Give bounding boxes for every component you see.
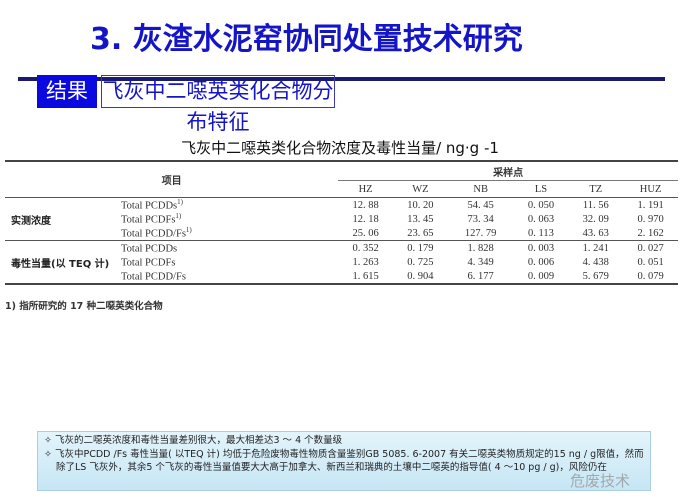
slide-title: 3. 灰渣水泥窑协同处置技术研究	[90, 22, 523, 57]
column-header: HUZ	[639, 183, 662, 195]
column-header: WZ	[412, 183, 429, 195]
header-item: 项目	[5, 161, 339, 198]
row-item: Total PCDD/Fs	[121, 271, 186, 283]
table-row: Total PCDD/Fs 1. 615 0. 904 6. 177 0. 009 5. …	[5, 269, 678, 284]
row-item: Total PCDD/Fs1)	[121, 226, 192, 240]
table-cell: 0. 179	[407, 242, 434, 254]
table-cell: 13. 45	[407, 213, 434, 225]
column-header: HZ	[358, 183, 373, 195]
table-cell: 4. 349	[467, 256, 494, 268]
row-item: Total PCDDs	[121, 243, 178, 255]
table-row: Total PCDFs 1. 263 0. 725 4. 349 0. 006 4. 43…	[5, 255, 678, 269]
table-cell: 4. 438	[582, 256, 609, 268]
table-footnote: 1) 指所研究的 17 种二噁英类化合物	[5, 301, 163, 312]
table-cell: 1. 828	[467, 242, 494, 254]
data-table: 项目 采样点 HZ WZ NB LS TZ HUZ 实测浓度 Total PCDDs1) 12. 8…	[5, 160, 678, 285]
section-tag: 结果	[37, 75, 97, 108]
table-cell: 12. 88	[352, 199, 379, 211]
table-cell: 0. 051	[637, 256, 664, 268]
section-subtitle: 飞灰中二噁英类化合物分布特征	[101, 75, 335, 134]
table-cell: 5. 679	[582, 270, 609, 282]
row-item: Total PCDFs1)	[121, 212, 182, 226]
table-cell: 1. 241	[582, 242, 609, 254]
table-row: Total PCDD/Fs1) 25. 06 23. 65 127. 79 0. 113…	[5, 226, 678, 241]
table-cell: 0. 003	[527, 242, 555, 254]
table-row: Total PCDFs1) 12. 18 13. 45 73. 34 0. 063 32.…	[5, 212, 678, 226]
table-cell: 12. 18	[352, 213, 379, 225]
note-item: ✧ 飞灰的二噁英浓度和毒性当量差别很大，最大相差达3 ～ 4 个数量级	[44, 435, 343, 446]
column-header: LS	[534, 183, 548, 195]
table-cell: 0. 050	[527, 199, 555, 211]
table-cell: 54. 45	[467, 199, 494, 211]
table-cell: 23. 65	[407, 227, 434, 239]
table-cell: 0. 352	[352, 242, 379, 254]
title-divider	[18, 77, 665, 81]
table-cell: 0. 006	[527, 256, 555, 268]
table-title: 飞灰中二噁英类化合物浓度及毒性当量/ ng·g -1	[181, 139, 499, 157]
table-cell: 0. 027	[637, 242, 664, 254]
row-item: Total PCDDs1)	[121, 198, 183, 212]
table-cell: 0. 725	[407, 256, 434, 268]
table-cell: 1. 263	[352, 256, 379, 268]
table-cell: 0. 904	[407, 270, 434, 282]
table-cell: 10. 20	[407, 199, 434, 211]
row-item: Total PCDFs	[121, 257, 176, 269]
table-cell: 11. 56	[582, 199, 609, 211]
table-cell: 0. 970	[637, 213, 664, 225]
group-label: 毒性当量(以 TEQ 计)	[11, 258, 110, 270]
column-header: NB	[473, 183, 488, 195]
group-label: 实测浓度	[11, 215, 51, 227]
table-cell: 1. 615	[352, 270, 379, 282]
table-cell: 127. 79	[464, 227, 497, 239]
note-item: ✧ 飞灰中PCDD /Fs 毒性当量( 以TEQ 计) 均低于危险废物毒性物质含…	[44, 448, 644, 474]
table-cell: 25. 06	[352, 227, 379, 239]
watermark: 危废技术	[570, 472, 631, 490]
table-cell: 43. 63	[582, 227, 609, 239]
table-cell: 0. 063	[527, 213, 555, 225]
table-cell: 73. 34	[467, 213, 494, 225]
table-row: 实测浓度 Total PCDDs1) 12. 88 10. 20 54. 45 0. 05…	[5, 198, 678, 226]
table-cell: 32. 09	[582, 213, 609, 225]
header-sampling-points: 采样点	[338, 161, 678, 181]
table-cell: 1. 191	[637, 199, 664, 211]
table-cell: 0. 079	[637, 270, 664, 282]
column-header: TZ	[589, 183, 603, 195]
table-cell: 6. 177	[467, 270, 494, 282]
notes-box: ✧ 飞灰的二噁英浓度和毒性当量差别很大，最大相差达3 ～ 4 个数量级 ✧ 飞灰…	[37, 431, 651, 491]
table-row: 毒性当量(以 TEQ 计) Total PCDDs 0. 352 0. 179 1. 8…	[5, 241, 678, 270]
table-cell: 0. 009	[527, 270, 555, 282]
table-cell: 0. 113	[528, 227, 554, 239]
table-cell: 2. 162	[637, 227, 664, 239]
